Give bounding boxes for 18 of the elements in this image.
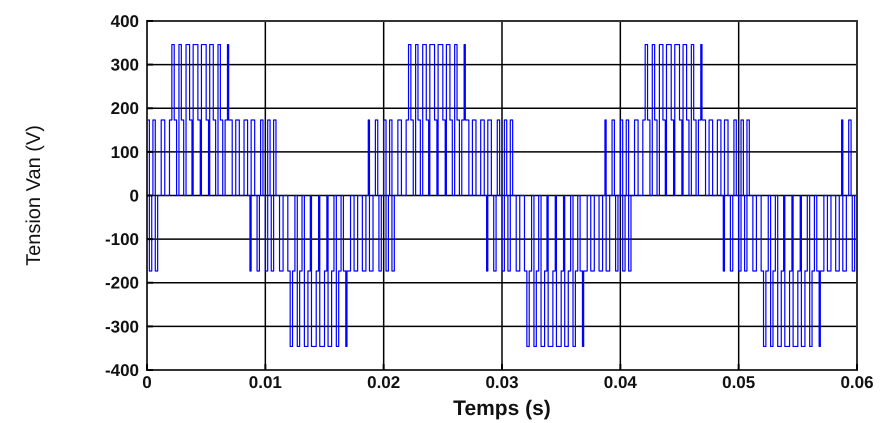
- y-tick-label: -200: [104, 274, 139, 293]
- y-tick-label: -300: [104, 317, 139, 336]
- y-tick-label: 0: [130, 186, 139, 206]
- y-axis-title: Tension Van (V): [23, 125, 45, 266]
- x-axis-title: Temps (s): [453, 397, 551, 420]
- y-tick-label: 400: [110, 12, 139, 31]
- x-tick-label: 0.01: [248, 373, 282, 392]
- y-tick-label: -400: [104, 360, 139, 380]
- x-tick-label: 0.02: [367, 373, 400, 392]
- x-tick-label: 0.03: [485, 373, 519, 392]
- x-tick-label: 0.06: [840, 373, 874, 392]
- x-tick-label: 0.04: [604, 373, 638, 392]
- x-tick-label: 0.05: [722, 373, 756, 392]
- y-tick-label: 200: [110, 99, 139, 118]
- x-tick-label: 0: [142, 373, 152, 392]
- y-tick-label: 300: [110, 56, 139, 75]
- y-tick-label: -100: [104, 230, 139, 250]
- y-tick-label: 100: [110, 142, 139, 162]
